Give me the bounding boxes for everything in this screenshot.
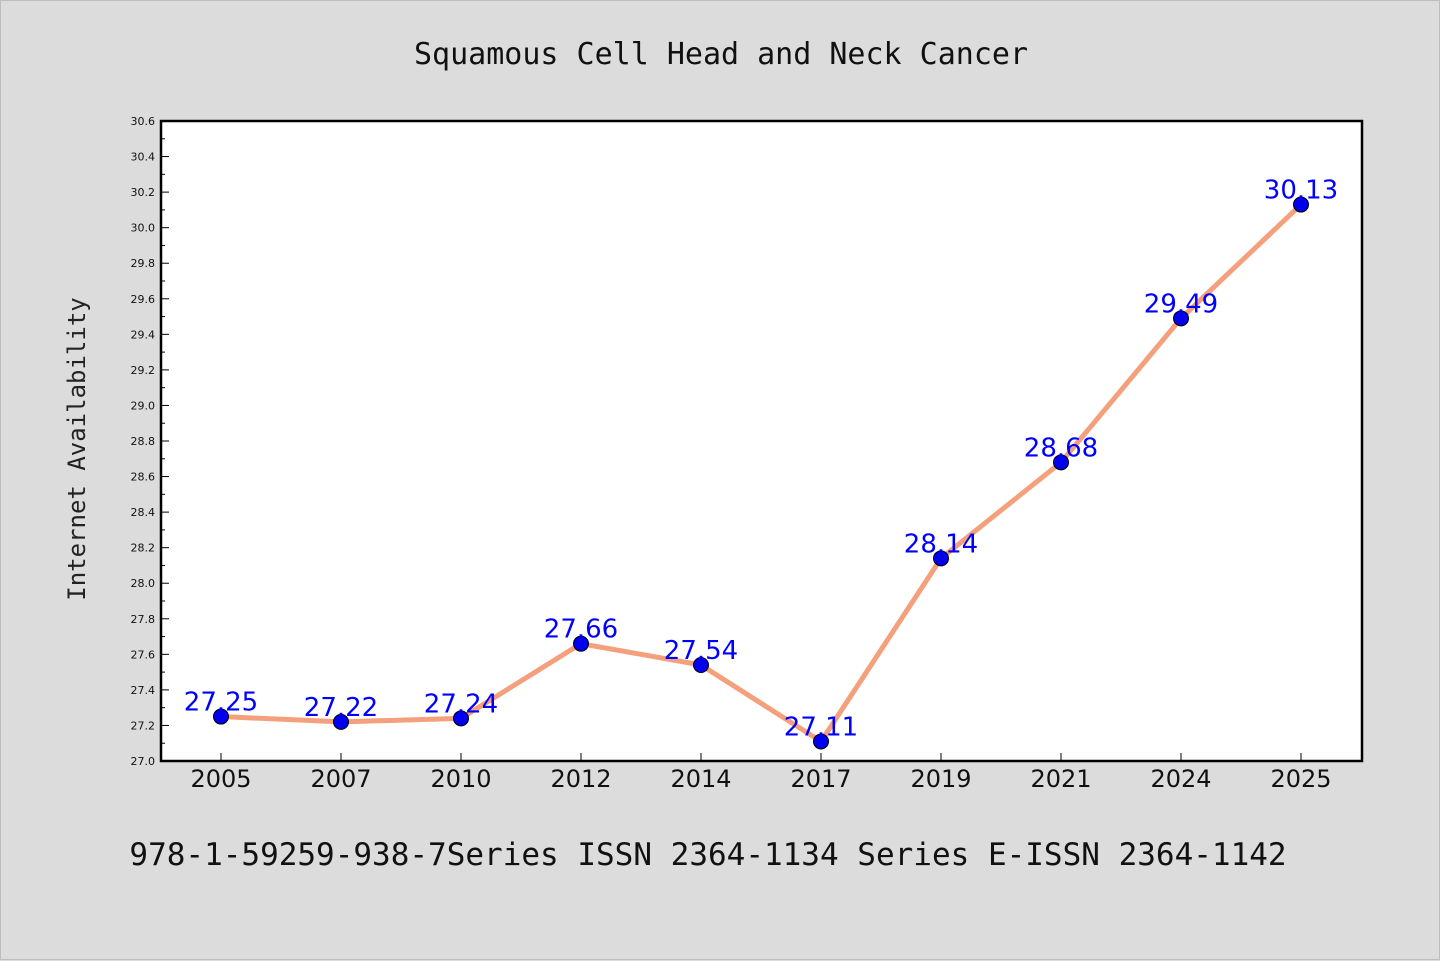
data-label: 28.14: [904, 529, 978, 559]
x-axis: 2005 2007 2010 2012 2014 2017 2019 2021 2024 2025: [190, 753, 1332, 793]
data-point-marker: [453, 710, 469, 727]
y-tick-label: 28.0: [131, 577, 156, 590]
y-tick-label: 29.2: [131, 364, 156, 377]
x-tick-label: 2017: [790, 765, 851, 793]
plot-area: [159, 119, 1364, 763]
x-tick-label: 2005: [190, 765, 251, 793]
y-tick-label: 30.4: [131, 151, 156, 164]
y-axis-label: Internet Availability: [63, 297, 91, 600]
footnote: 978-1-59259-938-7Series ISSN 2364-1134 S…: [129, 837, 1286, 873]
data-point-marker: [573, 635, 589, 652]
chart-title: Squamous Cell Head and Neck Cancer: [414, 37, 1028, 72]
data-point-marker: [333, 713, 349, 730]
y-tick-label: 30.2: [131, 186, 156, 199]
x-tick-label: 2024: [1150, 765, 1211, 793]
x-tick-label: 2012: [550, 765, 611, 793]
y-tick-label: 28.4: [131, 506, 156, 519]
data-point-marker: [933, 550, 949, 567]
x-tick-label: 2007: [310, 765, 371, 793]
data-label: 27.11: [784, 712, 858, 742]
series-group: [213, 196, 1309, 750]
x-tick-label: 2014: [670, 765, 731, 793]
y-tick-label: 28.8: [131, 435, 156, 448]
data-point-marker: [1053, 454, 1069, 471]
data-label: 27.25: [184, 688, 258, 718]
y-axis: 27.0 27.2 27.4 27.6 27.8 28.0 28.2 28.4 28.6 28.8…: [131, 115, 169, 768]
y-tick-label: 27.2: [131, 719, 156, 732]
data-label: 29.49: [1144, 289, 1218, 319]
y-tick-label: 27.6: [131, 648, 156, 661]
y-tick-label: 27.8: [131, 613, 156, 626]
x-tick-label: 2025: [1270, 765, 1331, 793]
data-labels: 27.25 27.22 27.24 27.66 27.54 27.11 28.14 28.68…: [184, 176, 1338, 743]
y-tick-label: 28.2: [131, 542, 156, 555]
y-tick-label: 27.4: [131, 684, 156, 697]
series-line: [218, 202, 1304, 744]
data-point-marker: [213, 708, 229, 725]
data-label: 27.22: [304, 693, 378, 723]
data-point-marker: [813, 733, 829, 750]
y-tick-label: 29.4: [131, 328, 156, 341]
y-tick-label: 29.6: [131, 293, 156, 306]
y-tick-label: 30.6: [131, 115, 156, 128]
data-point-marker: [1293, 196, 1309, 213]
x-tick-label: 2021: [1030, 765, 1091, 793]
y-tick-label: 30.0: [131, 222, 156, 235]
data-point-marker: [1173, 310, 1189, 327]
y-tick-label: 27.0: [131, 755, 156, 768]
y-tick-label: 28.6: [131, 471, 156, 484]
x-tick-label: 2010: [430, 765, 491, 793]
data-label: 27.54: [664, 636, 738, 666]
x-tick-label: 2019: [910, 765, 971, 793]
y-tick-label: 29.8: [131, 257, 156, 270]
data-point-marker: [693, 657, 709, 673]
data-label: 27.66: [544, 615, 618, 645]
y-tick-label: 29.0: [131, 399, 156, 412]
data-label: 30.13: [1264, 176, 1338, 206]
data-label: 27.24: [424, 689, 498, 719]
data-label: 28.68: [1024, 433, 1098, 463]
